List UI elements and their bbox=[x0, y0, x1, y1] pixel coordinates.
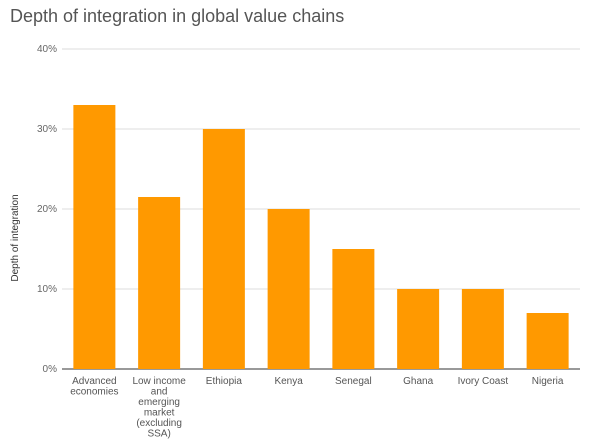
x-category-label: Low income and emerging market (excluding SSA… bbox=[132, 376, 186, 440]
y-tick-label: 10% bbox=[37, 284, 57, 295]
x-category-label: Ethiopia bbox=[206, 376, 243, 387]
x-category-label: Ivory Coast bbox=[458, 376, 509, 387]
bar bbox=[267, 209, 310, 369]
y-tick-label: 0% bbox=[43, 364, 58, 375]
bar bbox=[202, 129, 245, 369]
bar bbox=[526, 313, 569, 369]
chart-title: Depth of integration in global value cha… bbox=[10, 6, 345, 26]
y-axis-ticks: 0% 10% 20% 30% 40% bbox=[37, 44, 57, 375]
x-category-label: Ghana bbox=[403, 376, 433, 387]
y-tick-label: 40% bbox=[37, 44, 57, 55]
y-tick-label: 30% bbox=[37, 124, 57, 135]
y-axis-title: Depth of integration bbox=[10, 194, 21, 281]
bars bbox=[73, 105, 569, 369]
bar bbox=[461, 289, 504, 369]
bar bbox=[397, 289, 440, 369]
x-category-label: Kenya bbox=[274, 376, 303, 387]
x-axis-labels: Advanced economies Low income and emerging ma… bbox=[70, 376, 564, 440]
x-category-label: Nigeria bbox=[532, 376, 564, 387]
bar bbox=[332, 249, 375, 369]
bar bbox=[73, 105, 116, 369]
x-category-label: Advanced economies bbox=[70, 376, 118, 398]
y-tick-label: 20% bbox=[37, 204, 57, 215]
x-category-label: Senegal bbox=[335, 376, 372, 387]
bar bbox=[138, 197, 181, 369]
